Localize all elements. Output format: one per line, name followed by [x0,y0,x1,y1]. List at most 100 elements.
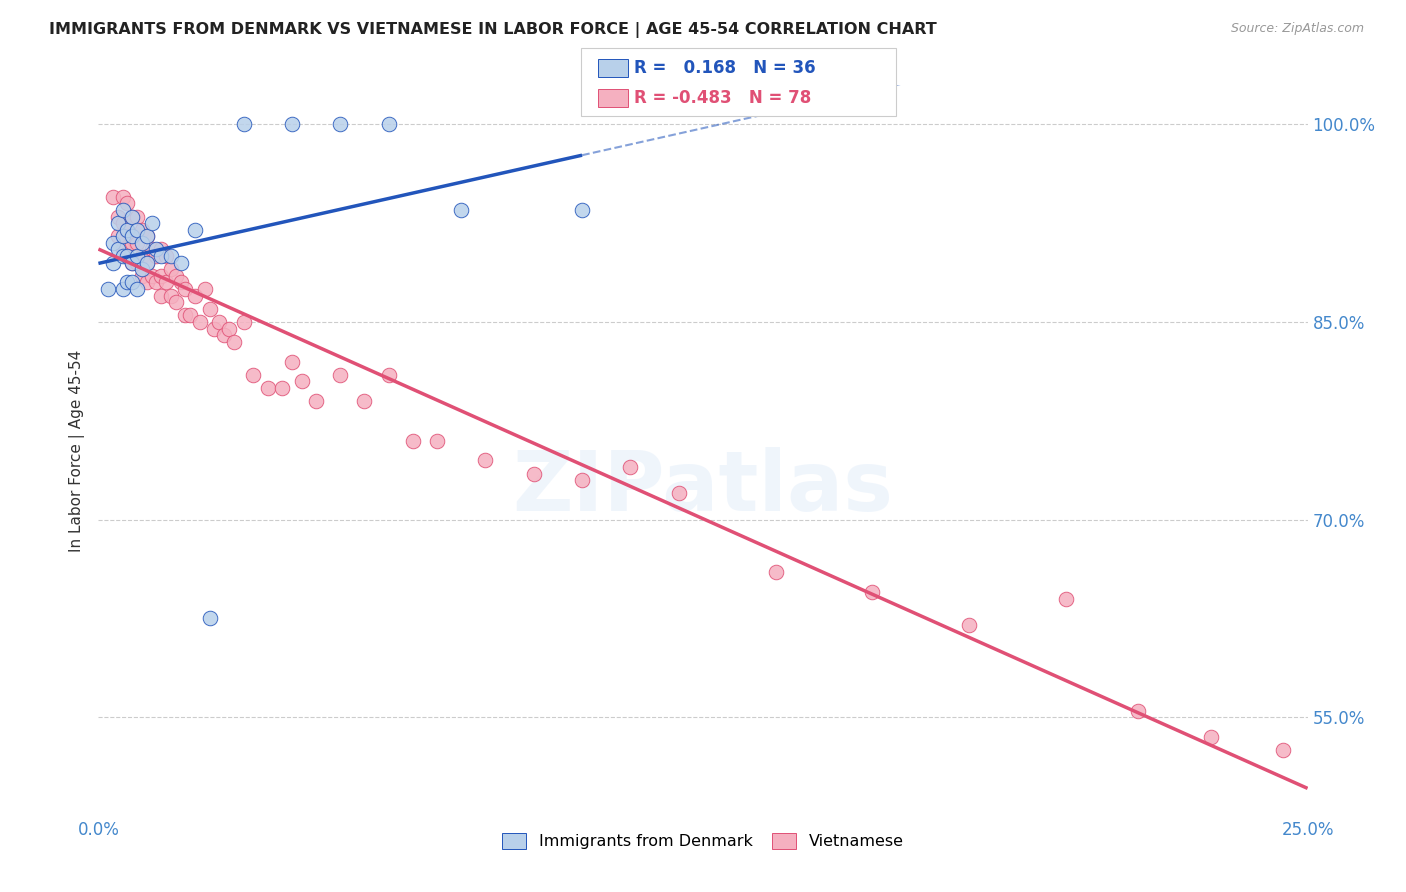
Point [135,229,157,244]
Point [198,611,221,625]
Point [765,566,787,580]
Point [127,223,149,237]
Point [160,249,183,263]
Point [111,243,134,257]
Point [150,249,173,263]
Point [127,249,149,263]
Point [256,381,278,395]
Point [169,255,191,269]
Text: Source: ZipAtlas.com: Source: ZipAtlas.com [1230,22,1364,36]
Point [212,328,235,343]
Point [101,255,124,269]
Point [127,282,149,296]
Point [218,321,240,335]
Point [131,262,153,277]
Point [1272,743,1295,757]
Point [97,282,120,296]
Point [107,216,129,230]
Text: R = -0.483   N = 78: R = -0.483 N = 78 [634,89,811,107]
Point [101,190,124,204]
Point [329,117,352,131]
Point [145,243,167,257]
Point [127,210,149,224]
Point [1128,704,1150,718]
Point [165,295,187,310]
Point [150,288,173,302]
Point [174,309,197,323]
Point [150,268,173,283]
Point [121,276,143,290]
Point [111,282,134,296]
Point [117,249,139,263]
Point [179,309,201,323]
Point [121,235,143,250]
Point [281,117,304,131]
Point [353,394,375,409]
Point [208,315,231,329]
Point [1054,591,1077,606]
Point [131,249,153,263]
Point [571,473,593,487]
Point [188,315,211,329]
Point [121,210,143,224]
Point [117,196,139,211]
Point [668,486,690,500]
Point [135,276,157,290]
Legend: Immigrants from Denmark, Vietnamese: Immigrants from Denmark, Vietnamese [496,826,910,855]
Point [150,243,173,257]
Point [135,255,157,269]
Point [571,202,593,217]
Point [135,255,157,269]
Point [160,262,183,277]
Point [107,243,129,257]
Point [121,255,143,269]
Text: ZIPatlas: ZIPatlas [513,447,893,527]
Point [160,288,183,302]
Point [107,210,129,224]
Point [860,585,883,599]
Point [145,276,167,290]
Point [117,223,139,237]
Point [450,202,472,217]
Point [111,229,134,244]
Text: R =   0.168   N = 36: R = 0.168 N = 36 [634,59,815,77]
Point [111,190,134,204]
Point [127,235,149,250]
Point [127,255,149,269]
Point [377,368,399,382]
Point [290,374,312,388]
Point [402,434,425,448]
Point [121,210,143,224]
Point [174,282,197,296]
Y-axis label: In Labor Force | Age 45-54: In Labor Force | Age 45-54 [69,350,84,551]
Point [111,249,134,263]
Point [165,268,187,283]
Point [232,315,254,329]
Point [169,276,191,290]
Point [111,216,134,230]
Point [111,202,134,217]
Point [131,268,153,283]
Point [1199,730,1222,744]
Point [107,229,129,244]
Point [523,467,546,481]
Point [117,276,139,290]
Point [141,243,163,257]
Point [184,288,207,302]
Point [135,229,157,244]
Point [329,368,352,382]
Point [121,229,143,244]
Point [271,381,294,395]
Point [305,394,328,409]
Point [619,459,641,474]
Point [426,434,449,448]
Point [198,301,221,316]
Point [194,282,217,296]
Point [131,235,153,250]
Point [957,618,980,632]
Point [242,368,264,382]
Point [155,249,177,263]
Point [232,117,254,131]
Point [117,223,139,237]
Point [121,255,143,269]
